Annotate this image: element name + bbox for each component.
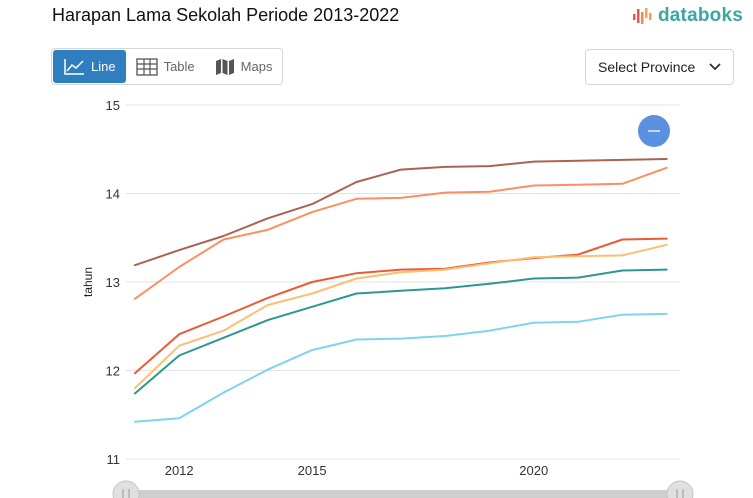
range-slider[interactable]	[112, 480, 694, 498]
x-tick-label: 2015	[298, 463, 327, 478]
series-line-2[interactable]	[133, 166, 668, 300]
tab-table[interactable]: Table	[126, 50, 205, 83]
series-line-1[interactable]	[133, 158, 668, 267]
series-line-4[interactable]	[133, 243, 668, 390]
databoks-logo[interactable]: databoks	[632, 5, 743, 27]
table-grid-icon	[135, 57, 158, 76]
map-icon	[215, 58, 234, 75]
x-tick-label: 2020	[519, 463, 548, 478]
tab-line[interactable]: Line	[53, 50, 126, 83]
tab-line-label: Line	[91, 59, 116, 74]
zoom-out-button[interactable]	[638, 115, 670, 147]
tab-table-label: Table	[163, 59, 195, 74]
series-line-5[interactable]	[133, 268, 668, 395]
slider-handle-right[interactable]	[666, 480, 694, 498]
brand-name: databoks	[657, 5, 743, 26]
x-tick-label: 2012	[165, 463, 194, 478]
series-line-6[interactable]	[133, 312, 668, 423]
view-tabs: Line Table Maps	[51, 48, 283, 85]
tab-maps-label: Maps	[240, 59, 273, 74]
y-tick-label: 13	[106, 275, 120, 290]
chevron-down-icon	[709, 63, 721, 71]
y-tick-label: 12	[106, 364, 120, 379]
y-axis-label: tahun	[81, 267, 95, 297]
y-tick-label: 14	[106, 187, 120, 202]
bar-signal-icon	[632, 8, 652, 24]
chart-title: Harapan Lama Sekolah Periode 2013-2022	[52, 5, 400, 25]
line-chart-icon	[64, 58, 84, 75]
series-line-3[interactable]	[133, 237, 668, 375]
y-tick-label: 15	[106, 98, 120, 113]
slider-handle-left[interactable]	[112, 480, 140, 498]
province-select-label: Select Province	[598, 59, 696, 75]
tab-maps[interactable]: Maps	[205, 50, 283, 83]
province-select[interactable]: Select Province	[585, 49, 734, 85]
y-tick-label: 11	[107, 452, 121, 467]
